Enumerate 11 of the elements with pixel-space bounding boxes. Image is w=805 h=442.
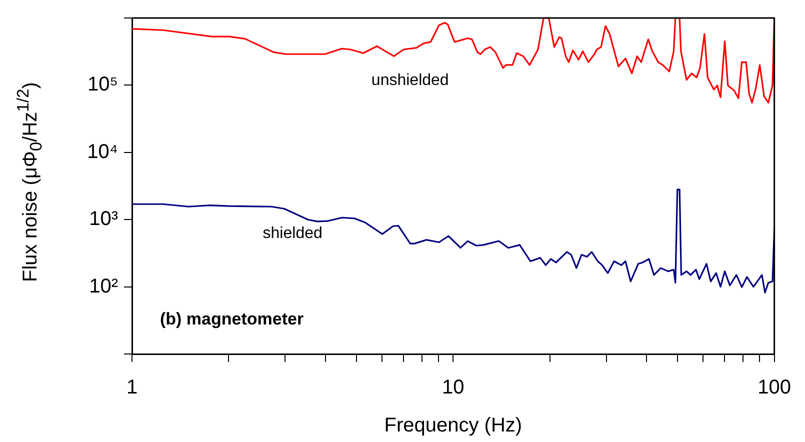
x-tick-label: 10 xyxy=(442,376,464,399)
x-axis-title: Frequency (Hz) xyxy=(384,414,522,437)
y-tick-label: 10⁴ xyxy=(87,140,118,163)
annotation: (b) magnetometer xyxy=(160,310,304,329)
y-tick-label: 10⁵ xyxy=(87,74,118,96)
y-tick-label: 10² xyxy=(89,275,118,298)
series-label: unshielded xyxy=(371,72,449,90)
x-tick-label: 100 xyxy=(758,376,792,399)
series-label: shielded xyxy=(262,225,322,242)
x-tick-label: 1 xyxy=(126,376,138,399)
y-tick-label: 10³ xyxy=(89,208,118,230)
